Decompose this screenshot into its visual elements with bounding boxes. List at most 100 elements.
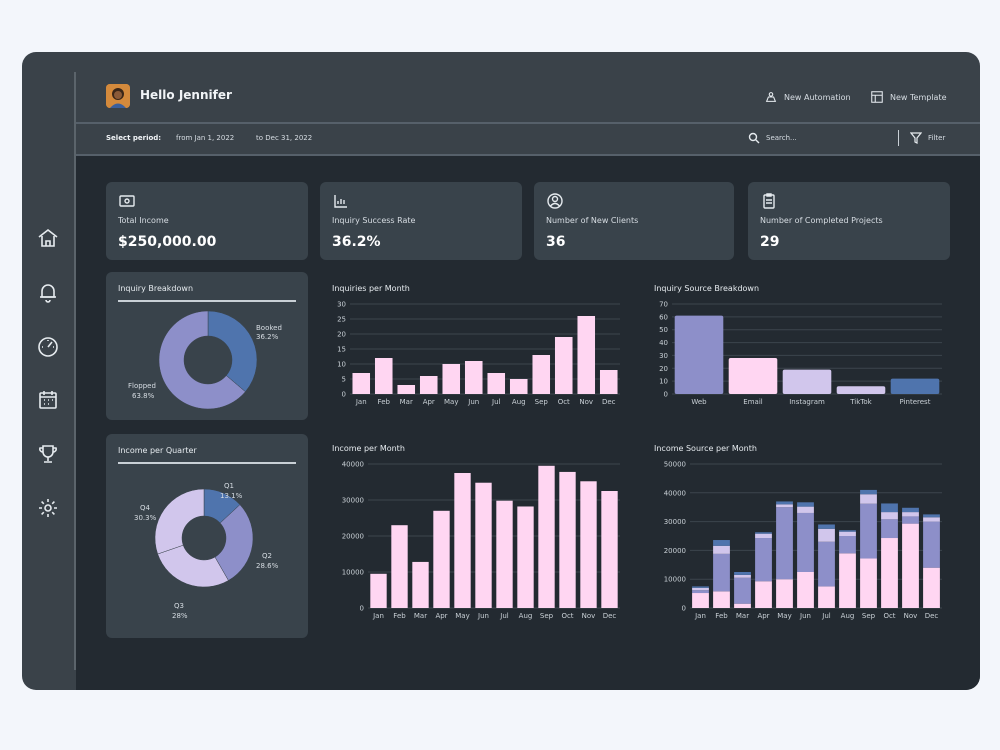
calendar-icon[interactable] xyxy=(36,388,60,412)
y-tick-label: 40000 xyxy=(342,461,364,469)
home-icon[interactable] xyxy=(36,226,60,250)
slice-pct-booked: 36.2% xyxy=(256,333,279,341)
donut-slice-q4 xyxy=(154,488,205,555)
x-tick-label: Oct xyxy=(558,398,570,406)
donut-slice-booked xyxy=(207,310,258,393)
bell-icon[interactable] xyxy=(36,280,60,304)
bar-feb-s1 xyxy=(713,553,730,592)
bar-jul-s3 xyxy=(818,524,835,529)
kpi-label: Total Income xyxy=(118,216,169,225)
gear-icon[interactable] xyxy=(36,496,60,520)
x-tick-label: Jun xyxy=(467,398,479,406)
income-source-per-month-title: Income Source per Month xyxy=(654,444,757,453)
period-from[interactable]: from Jan 1, 2022 xyxy=(176,134,235,142)
x-tick-label: Jul xyxy=(499,612,509,620)
y-tick-label: 60 xyxy=(659,313,668,321)
speedometer-icon[interactable] xyxy=(36,334,60,358)
bar-sep xyxy=(538,465,555,608)
bar-aug xyxy=(517,506,534,608)
user-circle-icon xyxy=(547,193,563,209)
y-tick-label: 15 xyxy=(337,346,346,354)
x-tick-label: Pinterest xyxy=(900,398,931,406)
search-input[interactable]: Search... xyxy=(748,132,797,144)
kpi-card-new-clients: Number of New Clients 36 xyxy=(534,182,734,260)
income-per-quarter-panel: Income per Quarter Q1 13.1% Q2 28.6% Q3 … xyxy=(106,434,308,638)
period-to[interactable]: to Dec 31, 2022 xyxy=(256,134,313,142)
avatar[interactable] xyxy=(106,84,130,108)
template-icon xyxy=(871,91,883,103)
bar-nov-s2 xyxy=(902,512,919,517)
income-source-per-month-chart: 0 10000 20000 30000 40000 50000 Jan Feb Mar Apr Ma… xyxy=(664,461,942,620)
bar-jun xyxy=(475,482,492,608)
bar-nov xyxy=(577,316,596,394)
sidebar-divider xyxy=(74,72,76,670)
x-tick-label: Dec xyxy=(602,398,616,406)
search-placeholder: Search... xyxy=(766,134,797,142)
bar-apr-s1 xyxy=(755,538,772,582)
x-tick-label: Instagram xyxy=(789,398,825,406)
search-icon xyxy=(748,132,760,144)
x-tick-label: TikTok xyxy=(849,398,872,406)
x-tick-label: Nov xyxy=(579,398,593,406)
slice-label-flopped: Flopped xyxy=(128,382,156,390)
x-tick-label: Jan xyxy=(355,398,367,406)
bar-jul-s2 xyxy=(818,528,835,542)
y-tick-label: 30000 xyxy=(664,518,686,526)
bar-dec xyxy=(601,491,618,608)
bar-dec-s1 xyxy=(923,521,940,568)
bar-nov-s3 xyxy=(902,507,919,513)
bar-sep-s1 xyxy=(860,503,877,559)
bar-aug-s0 xyxy=(839,553,856,608)
bar-apr xyxy=(419,376,438,394)
y-tick-label: 10000 xyxy=(342,569,364,577)
bar-jun-s0 xyxy=(797,572,814,608)
slice-label-q2: Q2 xyxy=(262,552,272,560)
bar-apr-s3 xyxy=(755,532,772,534)
bar-oct-s2 xyxy=(881,512,898,520)
x-tick-label: Feb xyxy=(393,612,406,620)
bar-feb xyxy=(391,525,408,608)
x-tick-label: Nov xyxy=(582,612,596,620)
bar-dec-s0 xyxy=(923,567,940,608)
bar-jul-s0 xyxy=(818,586,835,608)
bar-sep-s3 xyxy=(860,489,877,495)
trophy-icon[interactable] xyxy=(36,442,60,466)
x-tick-label: Oct xyxy=(883,612,895,620)
bar-jan-s3 xyxy=(692,586,709,588)
y-tick-label: 20 xyxy=(659,365,668,373)
bar-jul-s1 xyxy=(818,541,835,587)
bar-sep-s2 xyxy=(860,494,877,504)
bar-mar-s0 xyxy=(734,603,751,608)
x-tick-label: Dec xyxy=(603,612,617,620)
bar-may-s2 xyxy=(776,504,793,508)
slice-label-q4: Q4 xyxy=(140,504,151,512)
kpi-value: 36.2% xyxy=(332,234,381,250)
filter-button[interactable]: Filter xyxy=(910,132,945,144)
bar-jan-s2 xyxy=(692,587,709,591)
bar-feb-s3 xyxy=(713,540,730,546)
bar-jan-s1 xyxy=(692,590,709,594)
bar-jun xyxy=(464,361,483,394)
x-tick-label: Mar xyxy=(736,612,749,620)
bar-nov xyxy=(580,481,597,608)
filter-label: Filter xyxy=(928,134,946,142)
slice-pct-q4: 30.3% xyxy=(134,514,157,522)
x-tick-label: Jan xyxy=(372,612,384,620)
chart-icon xyxy=(334,195,347,208)
y-tick-label: 10 xyxy=(337,361,346,369)
slice-pct-q3: 28% xyxy=(172,612,188,620)
income-per-month-chart: 0 10000 20000 30000 40000 Jan Feb Mar Apr May Jun J… xyxy=(342,461,620,620)
bar-aug-s3 xyxy=(839,530,856,532)
kpi-card-inquiry-success-rate: Inquiry Success Rate 36.2% xyxy=(320,182,522,260)
dashboard-window: Hello Jennifer New Automation New Templa… xyxy=(22,52,980,690)
bar-pinterest xyxy=(890,378,940,394)
new-automation-button[interactable]: New Automation xyxy=(764,90,851,104)
bar-may-s0 xyxy=(776,579,793,608)
bar-nov-s0 xyxy=(902,523,919,608)
x-tick-label: Feb xyxy=(378,398,391,406)
bar-may-s1 xyxy=(776,507,793,580)
kpi-label: Number of Completed Projects xyxy=(760,216,883,225)
x-tick-label: Dec xyxy=(925,612,939,620)
bar-oct-s0 xyxy=(881,538,898,608)
new-template-button[interactable]: New Template xyxy=(870,90,947,104)
